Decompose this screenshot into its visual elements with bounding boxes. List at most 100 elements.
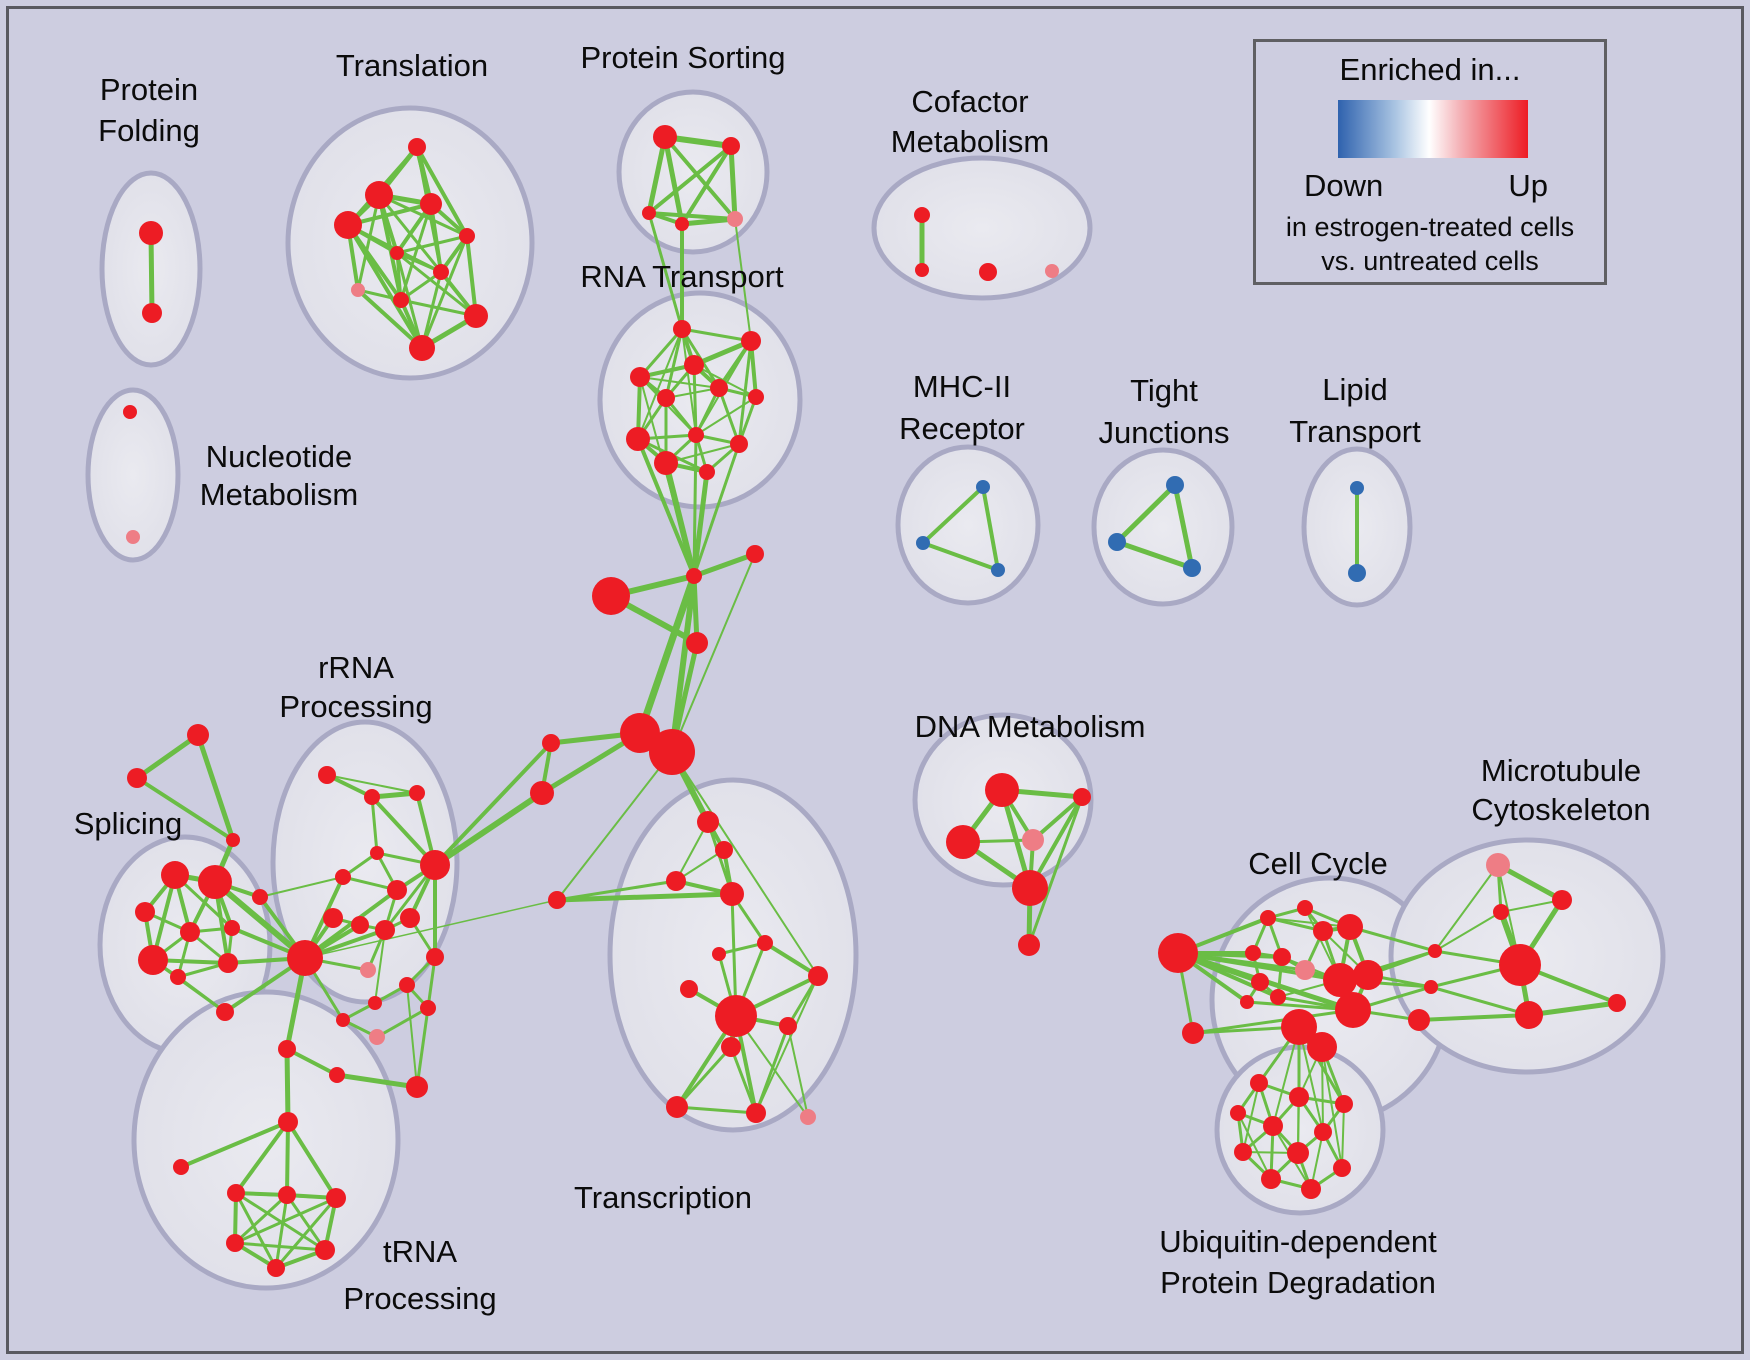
edge-T2-T8: [356, 193, 381, 292]
edge-T4-T11: [346, 223, 424, 350]
node-RR1: [318, 766, 336, 784]
node-CO2: [915, 263, 929, 277]
edge-TN2-TN3: [334, 1072, 420, 1090]
cluster-label-mhc-ii-receptor: MHC-II Receptor: [899, 369, 1025, 446]
node-RXP: [369, 1029, 385, 1045]
node-U8: [1287, 1142, 1309, 1164]
node-LP1: [1350, 481, 1364, 495]
edge-TN3-RX4: [415, 1006, 430, 1089]
node-C3: [1297, 900, 1313, 916]
node-SL3: [135, 902, 155, 922]
edge-CC1-M2: [1434, 911, 1502, 952]
cluster-label-cell-cycle: Cell Cycle: [1248, 846, 1388, 881]
node-U10: [1261, 1169, 1281, 1189]
cluster-label-translation: Translation: [336, 48, 488, 83]
edge-SL2-LH: [212, 879, 308, 961]
edge-J7-H2: [556, 751, 673, 901]
legend-box: Enriched in... Down Up in estrogen-treat…: [1253, 39, 1607, 285]
node-R1: [673, 320, 691, 338]
edge-C13-B1: [1191, 1008, 1355, 1035]
node-NU2: [126, 530, 140, 544]
edge-TN7-TN10: [285, 1193, 327, 1252]
edge-S2-S3: [647, 144, 733, 215]
edge-TJ2-TJ3: [1114, 539, 1195, 571]
node-TR7: [712, 947, 726, 961]
node-RX1: [336, 1013, 350, 1027]
edge-TN8-TN9: [233, 1196, 338, 1245]
edge-MP-M1: [1495, 862, 1565, 903]
node-C11: [1270, 989, 1286, 1005]
node-R9: [688, 427, 704, 443]
node-LH: [287, 940, 323, 976]
edge-R12-J1: [691, 469, 710, 579]
edge-TR9-TR12: [675, 1045, 733, 1109]
node-LP2: [1348, 564, 1366, 582]
node-RB: [420, 850, 450, 880]
edge-T7-T9: [399, 270, 443, 302]
node-DP: [1022, 829, 1044, 851]
node-TN10: [315, 1240, 335, 1260]
edge-J5-RB: [433, 741, 553, 867]
edge-R2-R3: [691, 338, 754, 368]
edge-D2-D5: [1027, 795, 1084, 947]
edge-RX2-RR9: [374, 929, 386, 1004]
node-MH2: [916, 536, 930, 550]
node-SL4: [180, 922, 200, 942]
node-CO1: [914, 207, 930, 223]
cluster-label-nucleotide-metabolism: Nucleotide Metabolism: [200, 439, 359, 512]
edge-M4-M5: [1526, 1000, 1620, 1018]
edge-R10-J1: [692, 442, 741, 578]
edge-H2-TR10: [671, 751, 819, 977]
node-C7: [1273, 948, 1291, 966]
node-CC3: [1408, 1009, 1430, 1031]
node-TRP: [800, 1109, 816, 1125]
node-RR4: [370, 846, 384, 860]
edge-R3-R6: [693, 364, 757, 398]
edge-TN7-TN11: [274, 1193, 289, 1270]
edge-TN4-TN7: [285, 1120, 290, 1197]
node-SL10: [216, 1003, 234, 1021]
node-R6: [748, 389, 764, 405]
node-T8: [351, 283, 365, 297]
node-CO4: [1045, 264, 1059, 278]
edge-TN6-TN11: [234, 1191, 278, 1270]
node-T7: [433, 264, 449, 280]
node-SL2: [198, 865, 232, 899]
edge-R10-R11: [665, 443, 740, 464]
edge-T1-T5: [415, 145, 469, 238]
node-CC1: [1428, 944, 1442, 958]
cluster-label-protein-sorting: Protein Sorting: [580, 40, 785, 75]
cluster-label-lipid-transport: Lipid Transport: [1289, 372, 1421, 449]
edge-M4-CC3: [1417, 1013, 1531, 1022]
edge-TN9-TN10: [233, 1241, 327, 1252]
edge-TN4-TN6: [234, 1120, 290, 1195]
edge-MH1-MH2: [921, 485, 985, 545]
edge-RR2-RB: [370, 795, 437, 867]
node-T5: [459, 228, 475, 244]
node-U0b: [1307, 1032, 1337, 1062]
node-TA1: [187, 724, 209, 746]
node-TN6: [227, 1184, 245, 1202]
node-RR3: [409, 785, 425, 801]
node-T10: [464, 304, 488, 328]
node-R3: [684, 355, 704, 375]
node-M1: [1552, 890, 1572, 910]
cluster-label-splicing: Splicing: [74, 806, 183, 841]
node-C4: [1313, 921, 1333, 941]
node-TN4: [278, 1112, 298, 1132]
node-M4: [1515, 1001, 1543, 1029]
cluster-label-cofactor-metabolism: Cofactor Metabolism: [891, 84, 1050, 159]
edge-U4-U10: [1237, 1112, 1272, 1180]
legend-caption-line2: vs. untreated cells: [1321, 246, 1539, 276]
node-RR2: [364, 789, 380, 805]
edge-S1-S4: [662, 134, 685, 227]
legend-down-label: Down: [1304, 168, 1384, 203]
edge-R5-R10: [717, 386, 741, 446]
node-C2: [1260, 910, 1276, 926]
node-S3: [642, 206, 656, 220]
cluster-label-rrna-processing: rRNA Processing: [279, 650, 432, 724]
node-TR5: [720, 882, 744, 906]
edge-TR11-TR13: [754, 1024, 790, 1115]
node-RR6: [387, 880, 407, 900]
